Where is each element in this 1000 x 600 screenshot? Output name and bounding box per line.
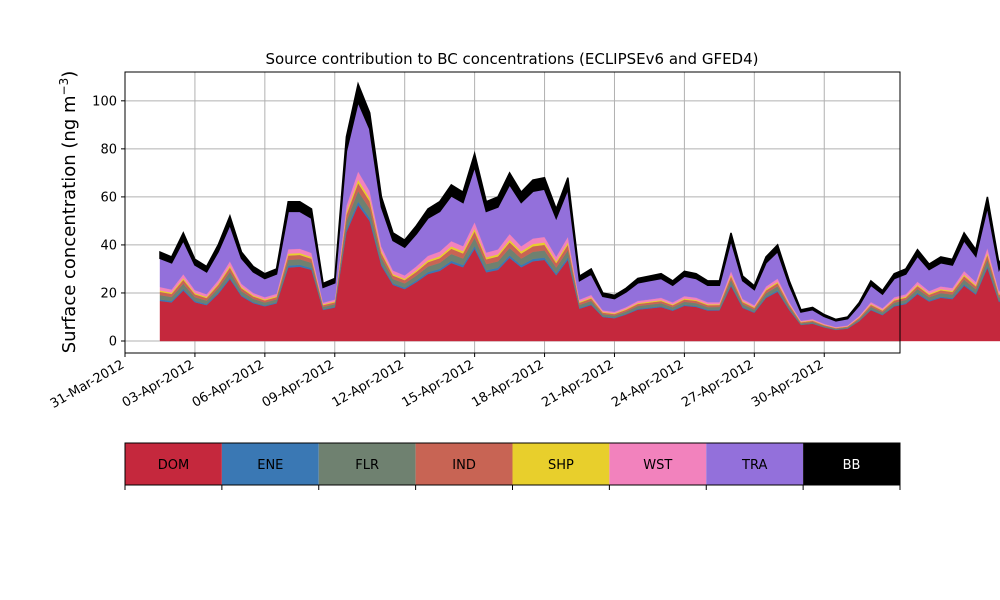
area-bb bbox=[159, 81, 1000, 322]
legend-label-dom: DOM bbox=[158, 458, 189, 473]
x-tick-label: 27-Apr-2012 bbox=[679, 357, 756, 410]
y-tick-label: 40 bbox=[100, 238, 117, 253]
y-axis-label-close: ) bbox=[59, 71, 80, 78]
plot-frame bbox=[124, 71, 901, 354]
legend-swatch-bb bbox=[803, 443, 900, 485]
stacked-areas bbox=[159, 81, 1000, 342]
x-tick-label: 24-Apr-2012 bbox=[609, 357, 686, 410]
x-tick-label: 30-Apr-2012 bbox=[749, 357, 826, 410]
y-tick-label: 20 bbox=[100, 286, 117, 301]
legend-swatch-flr bbox=[318, 443, 416, 485]
y-axis-label-main: Surface concentration (ng m bbox=[59, 95, 80, 353]
x-tick-label: 21-Apr-2012 bbox=[539, 357, 616, 410]
legend-swatch-ind bbox=[415, 443, 513, 485]
y-tick-label: 0 bbox=[109, 334, 117, 349]
y-tick-label: 100 bbox=[92, 94, 117, 109]
legend-label-shp: SHP bbox=[548, 458, 574, 473]
legend-label-ind: IND bbox=[452, 458, 476, 473]
legend-swatch-tra bbox=[706, 443, 804, 485]
y-tick-label: 80 bbox=[100, 142, 117, 157]
legend-label-bb: BB bbox=[843, 458, 861, 473]
x-tick-label: 12-Apr-2012 bbox=[330, 357, 407, 410]
x-tick-label: 03-Apr-2012 bbox=[120, 357, 197, 410]
x-tick-label: 15-Apr-2012 bbox=[400, 357, 477, 410]
legend-label-tra: TRA bbox=[741, 458, 767, 473]
y-axis-label-sup: −3 bbox=[57, 78, 71, 96]
x-tick-label: 18-Apr-2012 bbox=[469, 357, 546, 410]
legend-swatch-ene bbox=[221, 443, 319, 485]
legend-swatch-wst bbox=[609, 443, 707, 485]
chart-title: Source contribution to BC concentrations… bbox=[265, 50, 758, 68]
legend-label-wst: WST bbox=[643, 458, 672, 473]
x-tick-label: 06-Apr-2012 bbox=[190, 357, 267, 410]
y-tick-label: 60 bbox=[100, 190, 117, 205]
legend-label-ene: ENE bbox=[257, 458, 283, 473]
legend-label-flr: FLR bbox=[355, 458, 379, 473]
y-axis-label: Surface concentration (ng m−3) bbox=[57, 71, 80, 354]
legend-swatch-dom bbox=[125, 443, 222, 485]
x-tick-label: 31-Mar-2012 bbox=[48, 357, 127, 411]
x-tick-label: 09-Apr-2012 bbox=[260, 357, 337, 410]
legend-colorbar: DOM ENE FLR IND SHP WST TRA BB bbox=[124, 442, 901, 490]
legend-swatch-shp bbox=[512, 443, 610, 485]
